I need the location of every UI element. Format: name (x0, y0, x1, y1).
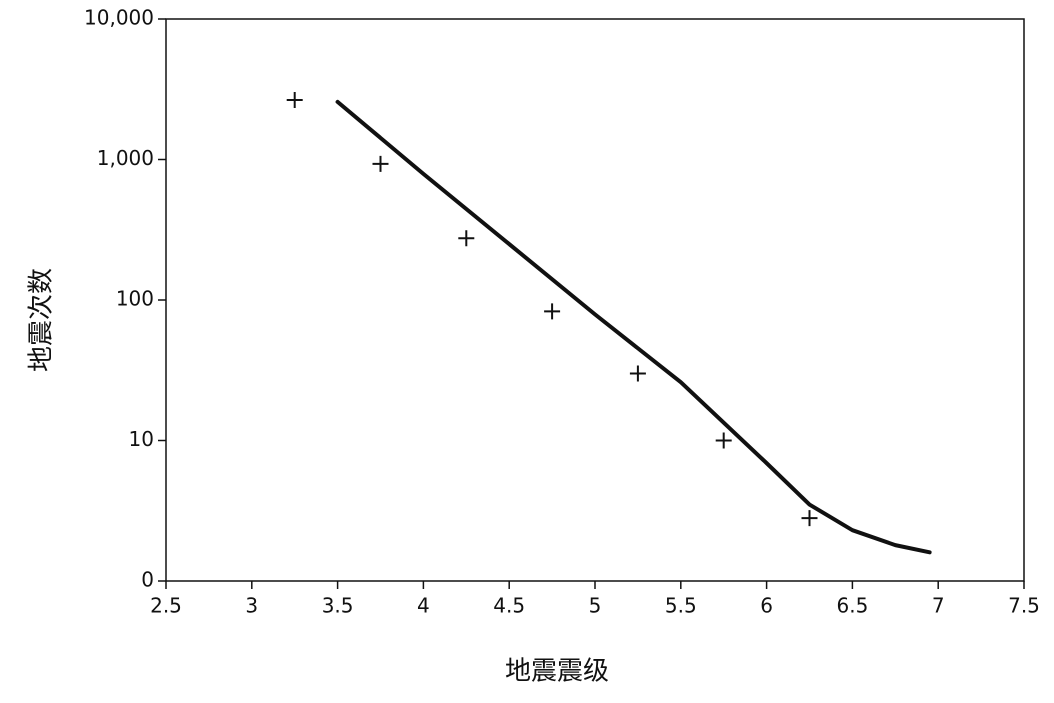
point (544, 303, 561, 320)
point (458, 230, 475, 247)
point (801, 510, 818, 527)
x-tick-label: 6 (760, 594, 773, 618)
x-tick-label: 3.5 (322, 594, 354, 618)
x-tick-label: 5 (589, 594, 602, 618)
y-tick-label: 0 (141, 568, 154, 592)
y-axis-title: 地震次数 (27, 268, 57, 372)
line (335, 99, 932, 555)
x-tick-label: 4 (417, 594, 430, 618)
y-tick-label: 10,000 (84, 6, 154, 30)
y-tick-label: 100 (116, 287, 154, 311)
x-tick-label: 5.5 (665, 594, 697, 618)
y-tick-label: 1,000 (97, 146, 154, 170)
x-tick-label: 7 (932, 594, 945, 618)
point (715, 432, 732, 449)
x-tick-label: 4.5 (493, 594, 525, 618)
point (286, 92, 303, 109)
point (372, 155, 389, 172)
point (629, 365, 646, 382)
y-tick-label: 10 (129, 427, 154, 451)
x-tick-label: 2.5 (150, 594, 182, 618)
x-tick-label: 7.5 (1008, 594, 1040, 618)
x-tick-label: 6.5 (836, 594, 868, 618)
x-tick-label: 3 (245, 594, 258, 618)
x-axis-title: 地震震级 (505, 657, 609, 687)
